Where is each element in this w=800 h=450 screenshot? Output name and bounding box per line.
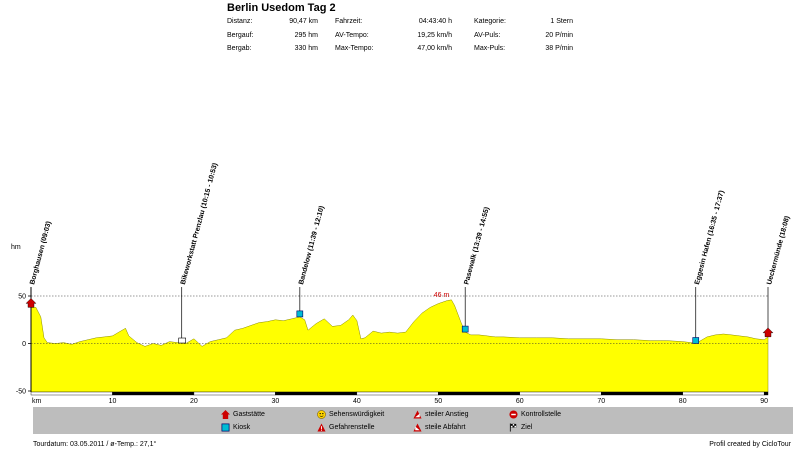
house-icon (762, 327, 774, 338)
legend-item-kiosk: Kiosk (221, 423, 250, 432)
waypoint-label: Ueckermünde (18:08) (766, 215, 791, 285)
waypoint-marker-sehenswuerdigkeit (178, 337, 187, 344)
x-tick-label: 50 (434, 398, 442, 405)
page-title: Berlin Usedom Tag 2 (227, 2, 336, 14)
house-icon (221, 410, 230, 419)
credit: Profil created by CicloTour (709, 441, 791, 448)
stat-label-distanz: Distanz: (227, 18, 253, 25)
steep-climb-icon (413, 410, 422, 419)
stat-value-bergauf: 295 hm (294, 32, 318, 39)
legend-item-kontrollstelle: Kontrollstelle (509, 410, 561, 419)
x-tick-label: 30 (271, 398, 279, 405)
x-scale-segment (112, 391, 195, 396)
checkpoint-icon (509, 410, 518, 419)
legend-item-steile-abfahrt: steile Abfahrt (413, 423, 465, 432)
legend-item-steiler-anstieg: steiler Anstieg (413, 410, 469, 419)
stat-value-bergab: 330 hm (294, 45, 318, 52)
elevation-area (30, 299, 769, 393)
x-axis-label: km (32, 398, 42, 405)
x-tick-label: 80 (679, 398, 687, 405)
stat-label-fahrzeit: Fahrzeit: (335, 18, 363, 25)
stat-label-bergab: Bergab: (227, 45, 252, 52)
stat-value-av-puls: 20 P/min (545, 32, 573, 39)
x-tick-label: 40 (353, 398, 361, 405)
stat-value-fahrzeit: 04:43:40 h (418, 18, 452, 25)
waypoint-marker-kiosk (461, 325, 469, 333)
y-tick-label: 0 (22, 341, 26, 348)
stat-value-kategorie: 1 Stern (550, 18, 573, 25)
max-elevation-label: 46 m (434, 292, 450, 299)
waypoint-marker-gaststaette (762, 327, 774, 338)
legend-label: steiler Anstieg (425, 411, 469, 418)
stat-value-av-tempo: 19,25 km/h (417, 32, 452, 39)
waypoint-label: Bikeworkstatt Prenzlau (10:15 - 10:53) (180, 162, 219, 285)
waypoint-marker-kiosk (296, 310, 304, 318)
y-tick-label: 50 (18, 294, 26, 301)
x-tick-label: 20 (190, 398, 198, 405)
stat-value-max-puls: 38 P/min (545, 45, 573, 52)
x-tick-label: 10 (109, 398, 117, 405)
stat-label-max-puls: Max-Puls: (474, 45, 506, 52)
stat-label-av-tempo: AV-Tempo: (335, 32, 369, 39)
legend-label: Gaststätte (233, 411, 265, 418)
x-scale-segment (275, 391, 358, 396)
finish-flag-icon (509, 423, 517, 432)
x-scale-segment (601, 391, 683, 396)
kiosk-icon (461, 325, 469, 333)
x-scale-segment (438, 391, 520, 396)
legend-label: steile Abfahrt (425, 424, 466, 431)
legend-label: Kontrollstelle (521, 411, 562, 418)
x-scale-segment (682, 391, 765, 396)
kiosk-icon (221, 423, 230, 432)
legend-item-ziel: Ziel (509, 423, 532, 432)
legend-label: Gefahrenstelle (329, 424, 375, 431)
house-icon (25, 298, 37, 308)
kiosk-icon (692, 337, 700, 344)
elevation-profile-chart: 50 0 -50 10 20 30 40 50 60 70 80 90 Borghausen (09:… (11, 162, 791, 405)
stat-value-max-tempo: 47,00 km/h (417, 45, 452, 52)
warning-icon (317, 423, 326, 432)
waypoint-label: Borghausen (09:03) (29, 221, 53, 286)
legend-item-gaststaette: Gaststätte (221, 410, 265, 419)
x-tick-label: 70 (597, 398, 605, 405)
legend-label: Ziel (521, 424, 533, 431)
waypoint-marker-gaststaette (25, 298, 37, 308)
legend: Gaststätte Kiosk Sehenswürdigkeit Gefahr… (33, 407, 793, 434)
x-tick-label: 90 (760, 398, 768, 405)
stat-label-max-tempo: Max-Tempo: (335, 45, 374, 52)
steep-descent-icon (413, 423, 422, 432)
kiosk-icon (296, 310, 304, 318)
legend-label: Kiosk (233, 424, 251, 431)
legend-item-sehenswuerdigkeit: Sehenswürdigkeit (317, 410, 384, 419)
smiley-icon (317, 410, 326, 419)
x-scale-segment (193, 391, 276, 396)
x-tick-label: 60 (516, 398, 524, 405)
waypoint-label: Eggesin Hafen (16:35 - 17:37) (694, 190, 726, 286)
x-scale-segment (763, 391, 769, 396)
x-scale-segment (356, 391, 439, 396)
stat-value-distanz: 90,47 km (289, 18, 318, 25)
waypoint-label: Pasewalk (13:39 - 14:55) (463, 206, 491, 285)
legend-item-gefahrenstelle: Gefahrenstelle (317, 423, 375, 432)
workshop-icon (178, 337, 187, 344)
y-tick-label: -50 (16, 389, 26, 396)
stat-label-kategorie: Kategorie: (474, 18, 506, 25)
waypoint-marker-kiosk (692, 337, 700, 344)
stat-label-bergauf: Bergauf: (227, 32, 254, 39)
tour-date: Tourdatum: 03.05.2011 / ø-Temp.: 27,1° (33, 441, 157, 448)
stat-label-av-puls: AV-Puls: (474, 32, 501, 39)
waypoint-label: Bandelow (11:39 - 12:10) (298, 205, 326, 285)
y-axis-label: hm (11, 244, 21, 251)
legend-label: Sehenswürdigkeit (329, 411, 385, 418)
x-scale-segment (519, 391, 602, 396)
x-scale-segment (30, 391, 113, 396)
